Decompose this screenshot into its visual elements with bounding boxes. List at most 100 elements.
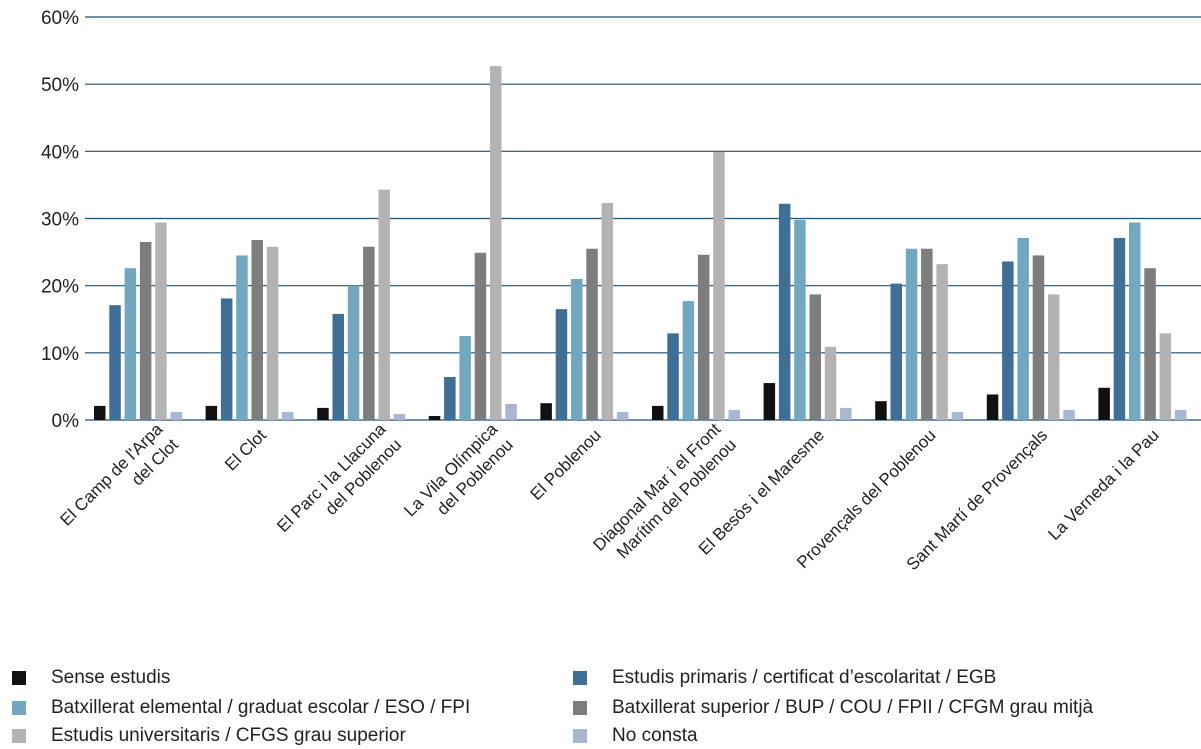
bar [363,246,375,420]
legend-item-batxillerat-elemental: Batxillerat elemental / graduat escolar … [12,697,470,719]
bar [1159,333,1172,420]
bar [220,298,233,420]
legend-swatch [573,729,587,743]
bars [94,66,1187,420]
bar [1144,268,1156,420]
y-tick-label: 0% [52,411,80,432]
x-tick-label-line: La Verneda i la Pau [1044,426,1162,544]
legend-label: No consta [612,725,698,746]
bar [94,405,106,420]
x-tick-label: El Clot [221,425,270,474]
bar [109,305,121,420]
bar [682,301,695,420]
bar [266,246,279,420]
x-tick-label-line: Diagonal Mar i el Front [589,419,724,554]
bar [505,403,517,420]
bar [951,411,964,420]
bar [794,219,806,420]
legend-swatch [12,729,26,743]
bar [1063,409,1075,420]
bar [124,268,137,420]
bar [652,405,664,420]
legend-label: Batxillerat superior / BUP / COU / FPII … [612,697,1094,718]
bar [540,403,552,420]
bar [1002,261,1014,420]
bar [586,248,598,420]
bar-chart: 0% 10% 20% 30% 40% 50% 60% El Camp de l'Arpade… [41,8,1201,574]
bar [1048,294,1060,420]
legend-item-no-consta: No consta [573,725,698,747]
legend-item-estudis-primaris: Estudis primaris / certificat d’escolari… [573,667,996,689]
legend-label: Estudis universitaris / CFGS grau superi… [51,725,406,746]
legend: Sense estudis Estudis primaris / certifi… [0,638,1201,749]
bar [1032,255,1045,420]
legend-item-batxillerat-superior: Batxillerat superior / BUP / COU / FPII … [573,697,1093,719]
legend-swatch [573,701,587,715]
bar [444,377,456,420]
y-tick-label: 20% [41,277,79,298]
bar [1174,409,1187,420]
bar [1113,237,1126,420]
legend-item-estudis-universitaris: Estudis universitaris / CFGS grau superi… [12,725,406,747]
bar [840,407,852,420]
bar [236,255,248,420]
y-tick-label: 30% [41,210,79,231]
bar [251,239,263,420]
bar [601,203,614,420]
bar [155,222,167,420]
bar [890,283,902,420]
bar [1017,237,1029,420]
legend-swatch [12,671,26,685]
legend-swatch [12,701,26,715]
bar [713,152,725,420]
bar [697,254,710,420]
legend-swatch [573,671,587,685]
bar [936,264,948,420]
y-tick-label: 60% [41,8,79,29]
bar [205,405,218,420]
y-tick-label: 40% [41,142,79,163]
x-tick-label: El Poblenou [527,426,605,504]
bar [824,346,837,420]
x-tick-label: La Verneda i la Pau [1044,426,1162,544]
bar [921,248,933,420]
bar [474,252,487,420]
bar [347,285,360,420]
bar [490,66,502,420]
bar [809,294,821,420]
bar [728,409,740,420]
y-tick-label: 10% [41,344,79,365]
bar [1098,387,1110,420]
bar [393,413,406,420]
bar [616,411,629,420]
x-tick-label-line: El Clot [221,425,270,474]
bar [282,411,294,420]
legend-label: Estudis primaris / certificat d’escolari… [612,667,997,688]
bar [1129,222,1141,420]
bar [763,383,776,420]
bar [555,309,568,420]
bar [332,313,344,420]
bar [875,401,887,420]
bar [459,336,471,420]
bar [428,415,441,420]
y-axis-tick-labels: 0% 10% 20% 30% 40% 50% 60% [41,8,79,432]
bar [778,203,791,420]
bar [317,407,329,420]
bar [139,242,152,420]
bar [667,333,679,420]
bar [986,394,999,420]
x-tick-label-line: El Poblenou [527,426,605,504]
bar [905,248,918,420]
legend-item-sense-estudis: Sense estudis [12,667,170,689]
bar [571,278,583,420]
bar [378,189,390,420]
legend-label: Sense estudis [51,667,171,688]
bar [170,411,182,420]
y-tick-label: 50% [41,75,79,96]
legend-label: Batxillerat elemental / graduat escolar … [51,697,471,718]
